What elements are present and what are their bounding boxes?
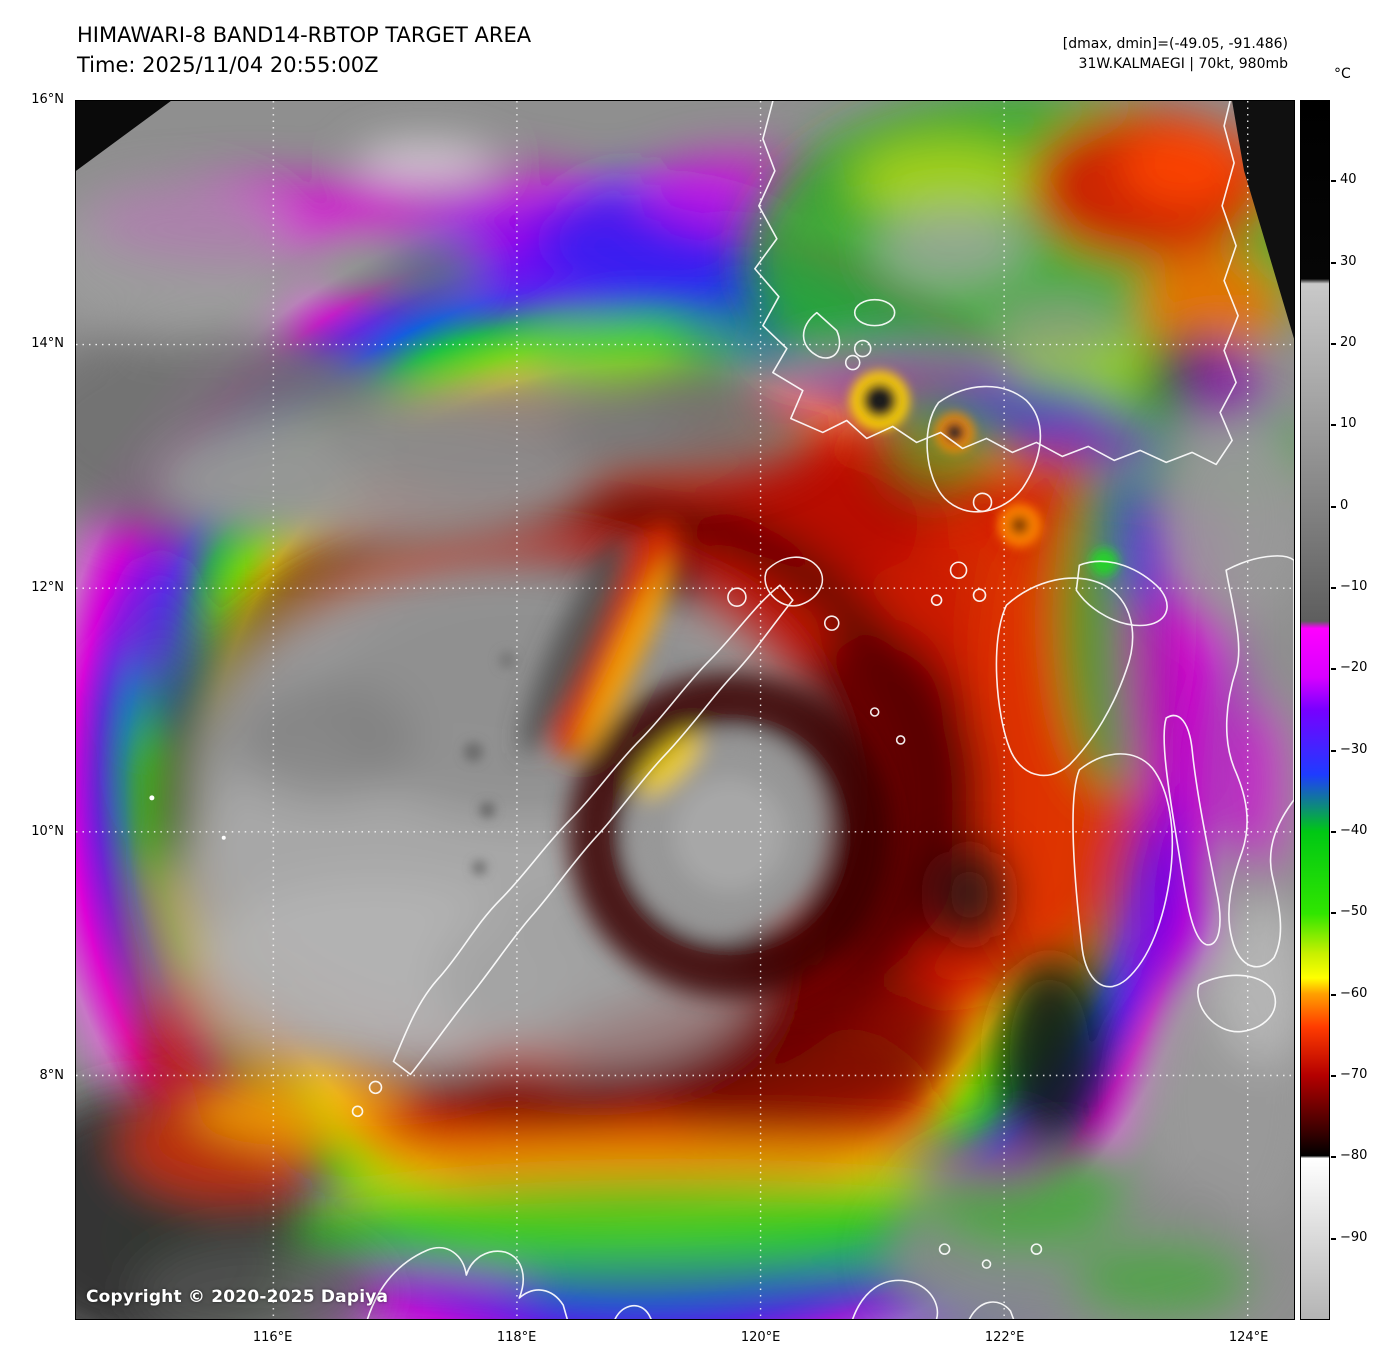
satellite-map: Copyright © 2020-2025 Dapiya: [75, 100, 1295, 1320]
colorbar-unit-label: °C: [1334, 66, 1351, 82]
lat-tick-label: 10°N: [31, 824, 64, 839]
lat-tick-label: 12°N: [31, 580, 64, 595]
lon-tick-label: 120°E: [740, 1330, 781, 1345]
coastline-overlay: [351, 101, 1294, 1319]
lat-tick-label: 14°N: [31, 336, 64, 351]
timestamp: Time: 2025/11/04 20:55:00Z: [77, 53, 379, 77]
lon-tick-label: 122°E: [984, 1330, 1025, 1345]
satellite-image: [76, 101, 1294, 1319]
typhoon-art: [76, 101, 1294, 1319]
lat-tick-label: 16°N: [31, 92, 64, 107]
lat-tick-label: 8°N: [39, 1068, 65, 1083]
page-title: HIMAWARI-8 BAND14-RBTOP TARGET AREA: [77, 23, 532, 47]
lon-tick-label: 116°E: [252, 1330, 293, 1345]
header: HIMAWARI-8 BAND14-RBTOP TARGET AREA Time…: [77, 20, 531, 80]
storm-id-intensity: 31W.KALMAEGI | 70kt, 980mb: [1078, 56, 1288, 72]
dmax-dmin-readout: [dmax, dmin]=(-49.05, -91.486): [1062, 36, 1288, 52]
copyright-text: Copyright © 2020-2025 Dapiya: [86, 1287, 389, 1307]
colorbar-gradient: [1301, 101, 1329, 1319]
lon-tick-label: 118°E: [496, 1330, 537, 1345]
lon-tick-label: 124°E: [1228, 1330, 1269, 1345]
storm-info-block: [dmax, dmin]=(-49.05, -91.486) 31W.KALMA…: [1063, 34, 1288, 74]
colorbar: [1300, 100, 1330, 1320]
